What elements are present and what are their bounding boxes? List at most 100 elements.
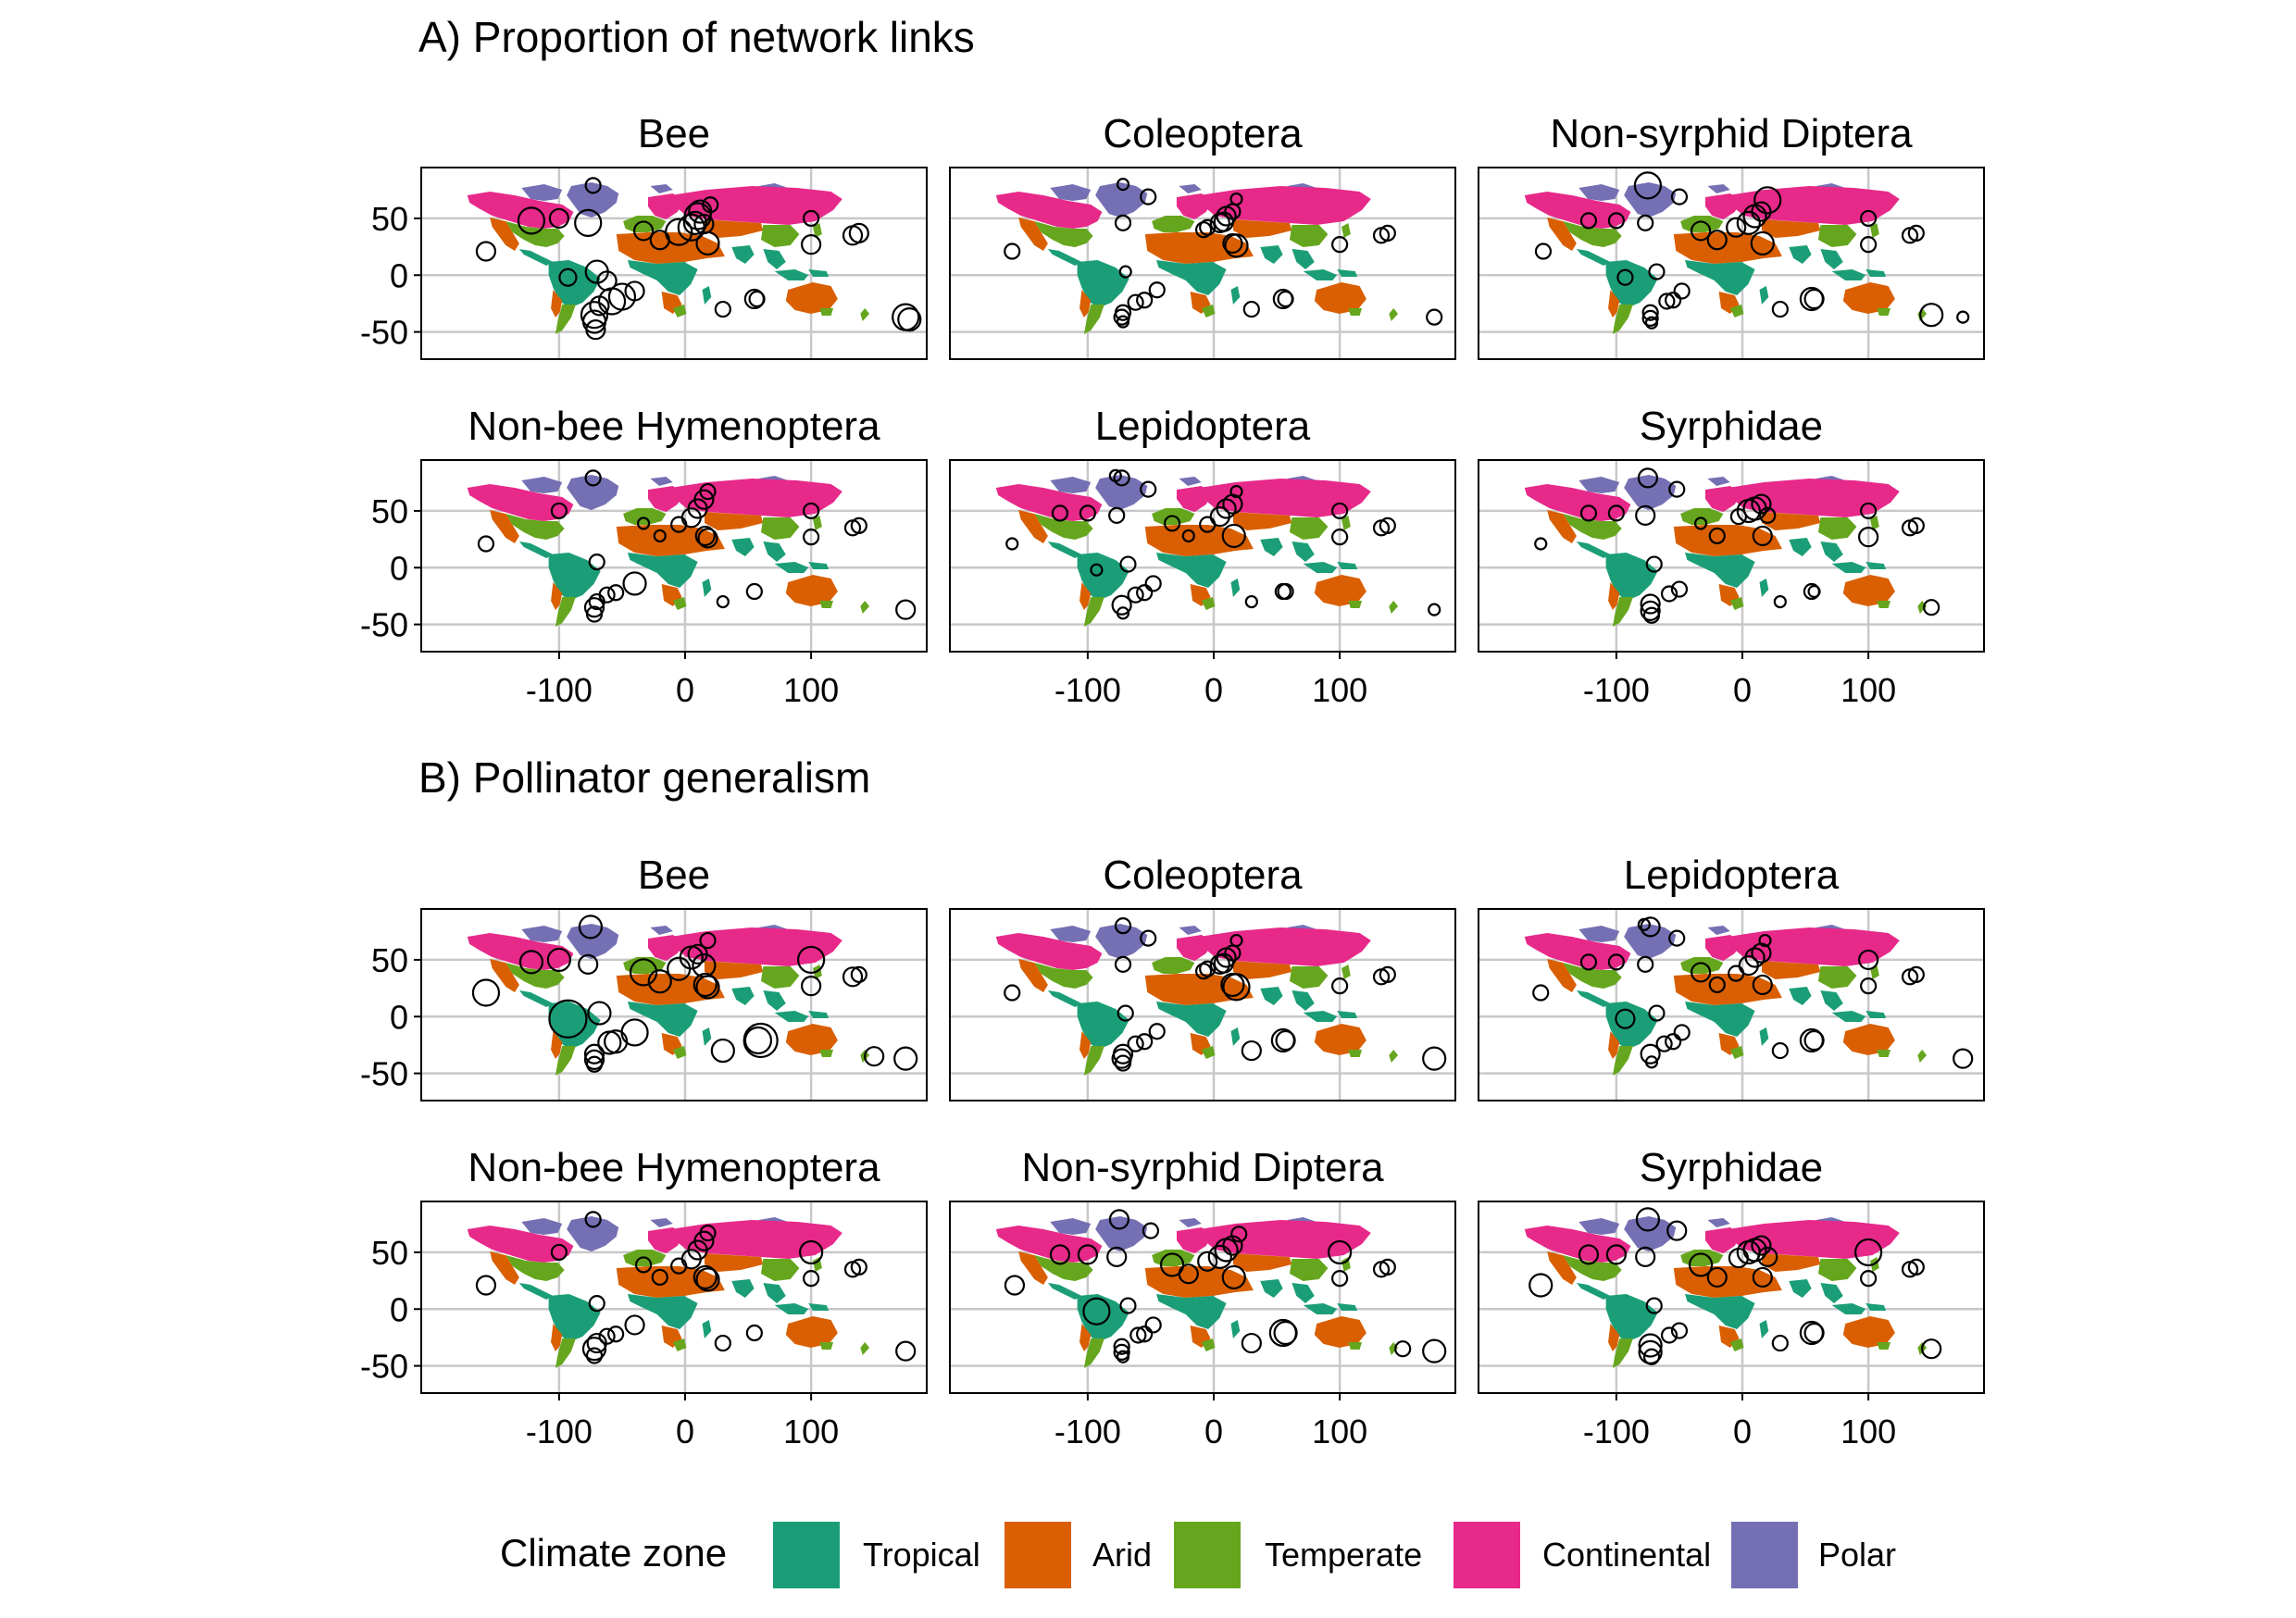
- site-marker: [1750, 230, 1775, 256]
- site-marker: [1670, 188, 1689, 205]
- panel-border: [420, 167, 928, 360]
- panel-border: [1478, 1201, 1985, 1394]
- site-marker: [588, 592, 605, 611]
- site-marker: [1579, 504, 1598, 522]
- site-marker: [1207, 1244, 1232, 1269]
- site-marker: [1129, 1326, 1147, 1344]
- site-marker: [716, 594, 730, 609]
- site-marker: [1607, 504, 1625, 522]
- site-marker: [1004, 984, 1021, 1002]
- site-marker: [1140, 929, 1157, 947]
- y-tick-label: 50: [371, 941, 408, 979]
- panel-title: Bee: [638, 853, 710, 898]
- site-marker: [1108, 468, 1122, 483]
- site-marker: [1665, 1033, 1682, 1051]
- x-tick-label: -100: [1054, 1413, 1121, 1450]
- panel-title: Lepidoptera: [1624, 853, 1840, 898]
- site-marker: [1635, 1207, 1661, 1232]
- site-marker: [1706, 230, 1728, 251]
- y-tick-label: -50: [360, 606, 408, 644]
- site-marker: [1648, 1004, 1666, 1022]
- site-marker: [1660, 585, 1678, 603]
- site-marker: [1229, 484, 1243, 499]
- site-marker: [1213, 211, 1234, 232]
- site-marker: [1331, 977, 1349, 995]
- site-marker: [1751, 201, 1772, 222]
- site-marker: [850, 1258, 867, 1276]
- x-tick-label: 0: [1733, 671, 1752, 709]
- site-marker: [597, 287, 627, 316]
- site-marker: [897, 307, 922, 332]
- site-marker: [1113, 1338, 1130, 1355]
- site-marker: [1607, 212, 1625, 230]
- site-marker: [1532, 984, 1550, 1002]
- panel-border: [420, 1201, 928, 1394]
- panel-border: [949, 167, 1456, 360]
- panel-border: [1478, 459, 1985, 653]
- site-marker: [518, 950, 544, 975]
- site-marker: [1771, 1041, 1789, 1060]
- site-marker: [1907, 1258, 1925, 1276]
- site-marker: [1640, 916, 1661, 938]
- site-marker: [1221, 523, 1246, 549]
- site-marker: [1331, 529, 1349, 546]
- panel-title: Non-bee Hymenoptera: [468, 1145, 880, 1190]
- site-marker: [550, 502, 568, 520]
- map-panel: Coleoptera: [949, 111, 1456, 360]
- site-marker: [745, 582, 763, 601]
- site-marker: [1907, 517, 1925, 534]
- panel-border: [420, 459, 928, 653]
- site-marker: [583, 1043, 605, 1064]
- site-marker: [682, 210, 707, 235]
- site-marker: [1860, 236, 1878, 254]
- panel-title: Coleoptera: [1103, 853, 1303, 898]
- y-tick-label: 50: [371, 200, 408, 238]
- site-marker: [1090, 563, 1104, 577]
- site-marker: [1136, 584, 1154, 602]
- site-marker: [1635, 504, 1656, 526]
- site-marker: [1757, 1246, 1778, 1267]
- panel-border: [949, 459, 1456, 653]
- map-panel: Bee 50 0 -50: [360, 853, 928, 1101]
- site-marker: [801, 976, 822, 997]
- map-panel: Bee 50 0 -50: [360, 111, 928, 360]
- site-marker: [1953, 1048, 1974, 1069]
- y-tick-label: 0: [390, 998, 408, 1036]
- site-marker: [1148, 1023, 1166, 1040]
- section-b-title: B) Pollinator generalism: [418, 753, 870, 802]
- site-marker: [1111, 1048, 1132, 1069]
- x-tick-label: 0: [676, 671, 694, 709]
- site-marker: [1379, 224, 1396, 242]
- site-marker: [895, 1340, 917, 1362]
- site-marker: [583, 597, 605, 618]
- site-marker: [1114, 214, 1132, 231]
- site-marker: [1428, 603, 1441, 616]
- site-marker: [1633, 171, 1663, 200]
- site-marker: [1004, 243, 1021, 260]
- site-marker: [622, 571, 647, 596]
- site-marker: [1277, 582, 1294, 601]
- site-marker: [1529, 1273, 1554, 1298]
- site-marker: [1660, 1326, 1678, 1344]
- panel-border: [1478, 167, 1985, 360]
- site-marker: [693, 972, 718, 998]
- site-marker: [745, 1324, 763, 1342]
- panel-title: Lepidoptera: [1095, 404, 1311, 449]
- site-marker: [748, 290, 766, 308]
- site-marker: [1644, 1055, 1659, 1069]
- site-marker: [578, 953, 599, 975]
- site-marker: [1956, 310, 1970, 324]
- section-title: B) Pollinator generalism: [418, 753, 870, 802]
- site-marker: [1422, 1338, 1447, 1363]
- site-marker: [1273, 1320, 1298, 1346]
- site-marker: [587, 1001, 612, 1026]
- site-marker: [1106, 1246, 1128, 1267]
- site-marker: [693, 1264, 718, 1290]
- site-marker: [584, 1211, 602, 1228]
- site-marker: [475, 241, 497, 262]
- x-tick-label: 100: [1841, 1413, 1896, 1450]
- site-marker: [1534, 537, 1548, 551]
- site-marker: [1116, 1350, 1130, 1363]
- site-marker: [1113, 469, 1130, 487]
